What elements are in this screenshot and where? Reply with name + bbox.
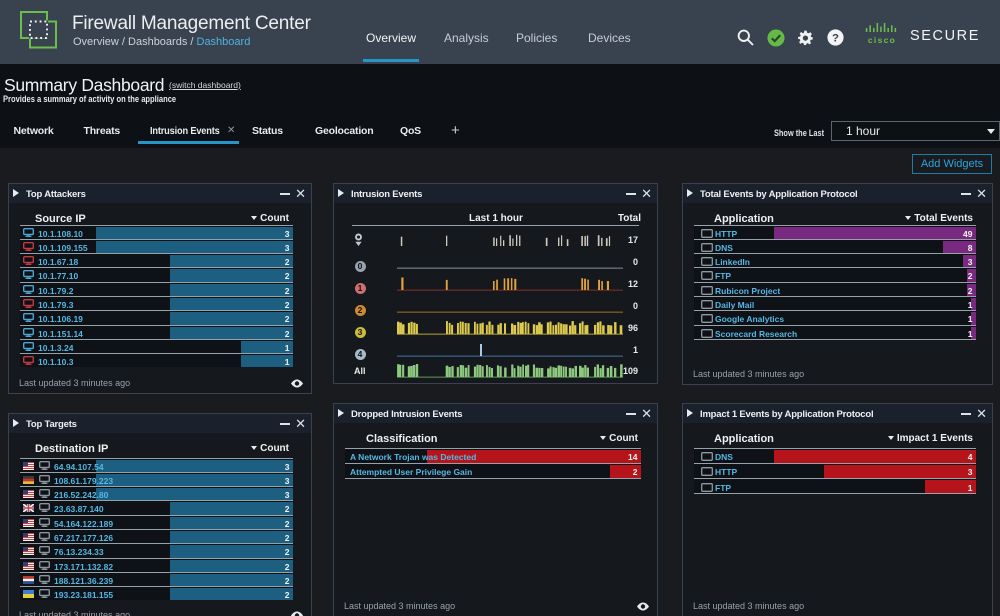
svg-text:?: ? [832,33,839,45]
